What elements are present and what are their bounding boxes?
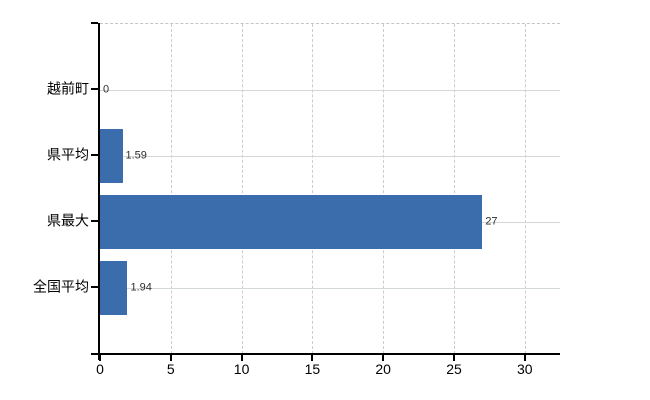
y-axis-line xyxy=(98,23,100,360)
horizontal-gridline xyxy=(100,288,560,289)
vertical-gridline xyxy=(383,24,385,354)
x-tick-label: 0 xyxy=(96,361,104,377)
bar-value-label: 0 xyxy=(103,83,110,96)
vertical-gridline xyxy=(524,24,526,354)
vertical-gridline xyxy=(454,24,455,354)
category-label: 県平均 xyxy=(47,146,89,163)
vertical-gridline xyxy=(170,24,172,354)
x-axis-tick xyxy=(453,355,455,361)
x-tick-label: 5 xyxy=(166,361,175,377)
x-axis-tick xyxy=(382,355,385,361)
x-axis-tick xyxy=(99,355,101,361)
x-axis-tick xyxy=(240,355,243,361)
vertical-gridline xyxy=(312,24,314,354)
bar-value-label: 27 xyxy=(485,215,498,228)
y-axis-tick xyxy=(91,22,98,24)
vertical-gridline xyxy=(241,24,243,354)
plot-area: 0 1.59 27 1.94 xyxy=(100,23,560,354)
bar xyxy=(100,129,123,183)
bar-value-label: 1.94 xyxy=(130,281,152,294)
y-axis-tick xyxy=(91,286,98,288)
x-axis-tick xyxy=(169,355,172,361)
x-axis-line xyxy=(91,353,560,355)
x-tick-label: 15 xyxy=(304,361,321,377)
horizontal-gridline xyxy=(100,156,560,157)
bar xyxy=(100,195,483,249)
y-axis-tick xyxy=(91,220,98,222)
bar-value-label: 1.59 xyxy=(125,149,147,162)
x-axis-tick xyxy=(523,355,526,361)
y-axis-tick xyxy=(91,88,98,90)
horizontal-gridline xyxy=(100,90,560,91)
x-axis-tick xyxy=(311,355,314,361)
y-axis-tick xyxy=(91,154,98,156)
x-tick-label: 20 xyxy=(375,361,391,377)
x-tick-label: 10 xyxy=(233,361,250,377)
category-label: 県最大 xyxy=(47,212,89,229)
category-label: 越前町 xyxy=(47,80,89,97)
bar xyxy=(100,261,128,315)
x-tick-label: 25 xyxy=(446,361,462,377)
x-tick-label: 30 xyxy=(517,361,533,377)
category-label: 全国平均 xyxy=(33,278,89,295)
